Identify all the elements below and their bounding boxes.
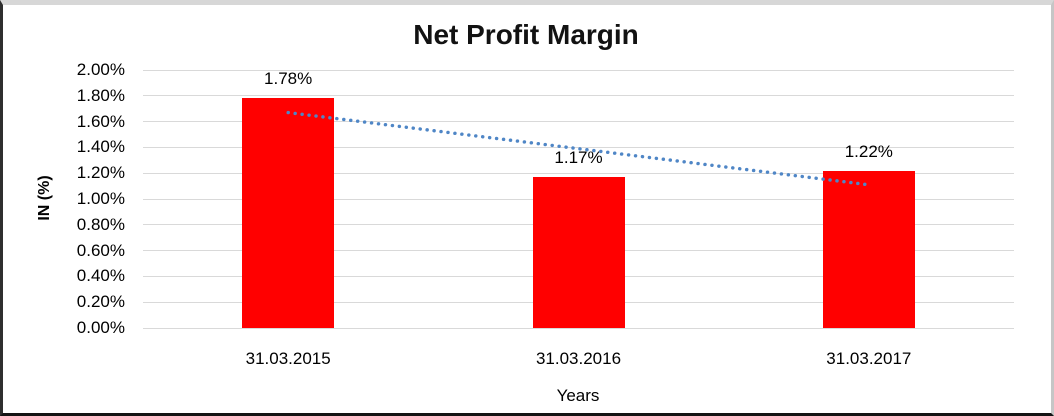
y-tick-label: 1.60% [76,111,125,131]
data-label: 1.17% [554,148,603,168]
x-axis-title: Years [556,386,600,405]
data-label: 1.78% [264,69,313,89]
y-tick-label: 2.00% [76,60,125,79]
y-tick-label: 1.00% [76,189,125,208]
bar-31.03.2016 [532,177,625,328]
y-tick-label: 1.80% [76,85,125,105]
gridline [143,69,1014,71]
gridline [143,95,1014,97]
plot-area: Years 1.78% 31.03.2015 1.17% 31.03.2016 1.22… [143,69,1014,405]
bar-31.03.2017 [822,170,915,328]
y-tick-label: 1.40% [76,137,125,157]
y-tick-label: 1.20% [76,163,125,183]
x-tick-label: 31.03.2016 [535,349,622,368]
x-tick-label: 31.03.2017 [826,349,912,368]
chart-title: Net Profit Margin [413,19,639,50]
y-tick-label: 0.40% [76,266,125,286]
y-tick-label: 0.20% [76,292,125,312]
y-tick-label: 0.00% [76,318,125,337]
bar-31.03.2015 [242,98,335,328]
data-label: 1.22% [844,141,893,161]
y-tick-label: 0.80% [76,214,125,234]
y-tick-label: 0.60% [76,240,125,260]
gridline [143,327,1014,329]
x-tick-label: 31.03.2015 [245,349,331,368]
